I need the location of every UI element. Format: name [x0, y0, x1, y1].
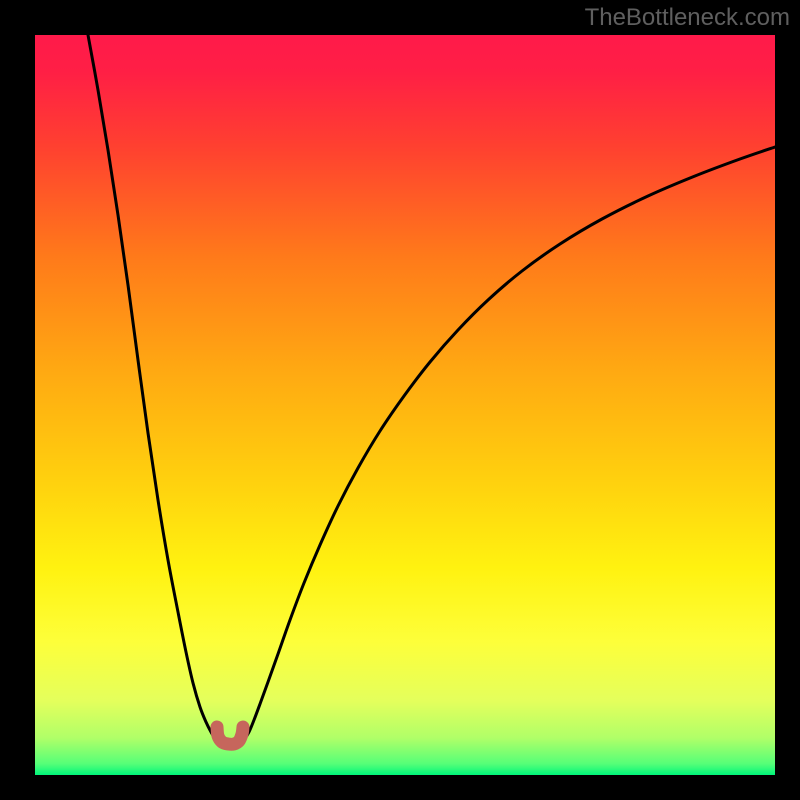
- watermark-text: TheBottleneck.com: [585, 4, 790, 32]
- chart-svg: [0, 0, 800, 800]
- plot-background: [35, 35, 775, 775]
